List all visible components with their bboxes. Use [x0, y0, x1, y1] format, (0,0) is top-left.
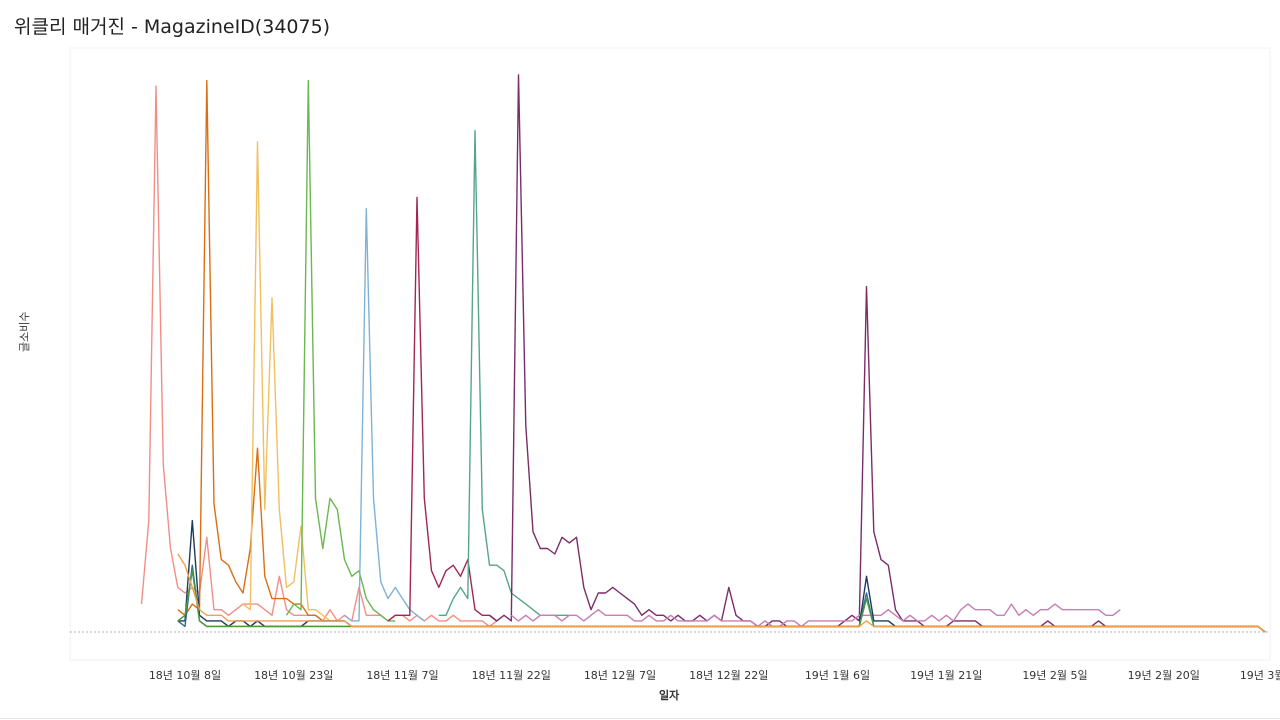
x-tick-label: 18년 12월 22일	[689, 668, 768, 682]
x-tick-label: 19년 2월 20일	[1128, 668, 1200, 682]
x-axis-label: 일자	[659, 689, 680, 702]
x-tick-label: 18년 10월 23일	[254, 668, 333, 682]
chart-title: 위클리 매거진 - MagazineID(34075)	[14, 16, 331, 38]
x-tick-label: 18년 12월 7일	[584, 668, 656, 682]
plot-area	[69, 47, 1271, 661]
series-lines	[140, 74, 1266, 633]
x-tick-label: 19년 3월 7일	[1240, 668, 1280, 682]
series-line-9	[510, 603, 1121, 628]
x-tick-label: 18년 11월 7일	[366, 668, 438, 682]
x-tick-label: 18년 11월 22일	[472, 668, 551, 682]
x-tick-label: 19년 1월 6일	[805, 668, 870, 682]
series-line-4	[285, 79, 396, 622]
bottom-divider	[0, 718, 1280, 719]
x-tick-label: 18년 10월 8일	[149, 668, 221, 682]
x-tick-label: 19년 2월 5일	[1022, 668, 1087, 682]
series-line-13	[177, 553, 1266, 633]
series-line-3	[242, 141, 345, 622]
x-tick-label: 19년 1월 21일	[910, 668, 982, 682]
series-line-6	[387, 196, 498, 622]
series-line-2	[177, 79, 338, 622]
x-tick-labels: 18년 10월 8일 18년 10월 23일 18년 11월 7일 18년 11월 2…	[149, 668, 1280, 682]
series-line-5	[344, 207, 425, 622]
